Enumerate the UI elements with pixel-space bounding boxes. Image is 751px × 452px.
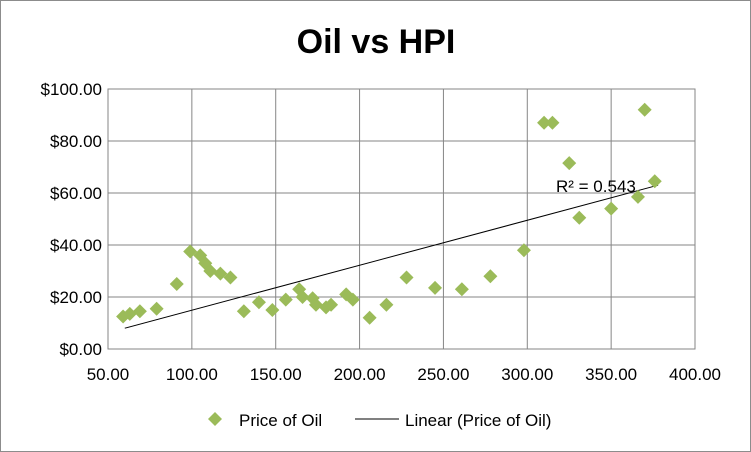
data-point <box>169 277 184 291</box>
x-tick-label: 300.00 <box>501 365 553 384</box>
point-layer <box>116 102 662 325</box>
data-point <box>647 174 662 189</box>
x-tick-label: 350.00 <box>585 365 637 384</box>
data-point <box>379 297 394 312</box>
data-point <box>345 292 360 307</box>
y-axis-ticks: $0.00 $20.00 $40.00 $60.00 $80.00 $100.00 <box>41 80 102 359</box>
x-tick-label: 50.00 <box>87 365 130 384</box>
data-point <box>483 269 498 284</box>
x-tick-label: 150.00 <box>250 365 302 384</box>
data-point <box>265 303 280 317</box>
data-point <box>295 290 310 304</box>
data-point <box>562 156 577 171</box>
x-tick-label: 250.00 <box>417 365 469 384</box>
data-point <box>251 295 266 310</box>
plot-area <box>107 88 696 350</box>
data-point <box>236 304 251 319</box>
data-point <box>516 243 531 258</box>
legend: Price of Oil Linear (Price of Oil) <box>208 411 551 430</box>
data-point <box>399 270 414 285</box>
legend-label-linear: Linear (Price of Oil) <box>405 411 551 430</box>
data-point <box>454 282 469 297</box>
y-tick-label: $80.00 <box>50 132 102 151</box>
trendline <box>124 184 659 329</box>
legend-diamond-marker <box>208 412 222 426</box>
data-point <box>545 115 560 130</box>
data-point <box>572 210 587 225</box>
grid-layer <box>108 89 695 349</box>
data-point <box>324 297 339 312</box>
y-tick-label: $100.00 <box>41 80 102 99</box>
y-tick-label: $0.00 <box>59 340 102 359</box>
data-point <box>308 297 323 312</box>
chart-title: Oil vs HPI <box>297 23 456 61</box>
data-point <box>203 264 218 278</box>
y-tick-label: $20.00 <box>50 288 102 307</box>
data-point <box>537 115 552 130</box>
data-point <box>122 306 137 321</box>
trendline-layer <box>124 184 659 329</box>
data-point <box>637 102 652 117</box>
r-squared-annotation: R² = 0.543 <box>556 177 636 196</box>
data-point <box>149 301 164 316</box>
data-point <box>428 280 443 295</box>
data-point <box>223 270 238 285</box>
data-point <box>362 310 377 325</box>
data-point <box>604 201 619 216</box>
x-tick-label: 200.00 <box>334 365 386 384</box>
data-point <box>132 304 147 319</box>
legend-label-price-of-oil: Price of Oil <box>239 411 322 430</box>
x-tick-label: 400.00 <box>669 365 721 384</box>
y-tick-label: $40.00 <box>50 236 102 255</box>
x-tick-label: 100.00 <box>166 365 218 384</box>
y-tick-label: $60.00 <box>50 184 102 203</box>
data-point <box>278 292 293 307</box>
x-axis-ticks: 50.00 100.00 150.00 200.00 250.00 300.00 350.0… <box>87 365 721 384</box>
data-point <box>630 189 645 204</box>
